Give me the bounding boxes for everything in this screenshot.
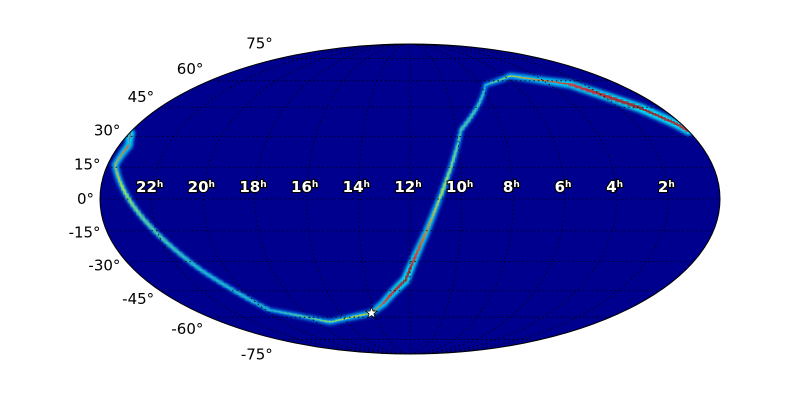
probability-ridge-segment (205, 272, 213, 278)
probability-ridge-segment (250, 299, 259, 305)
probability-ridge-segment (151, 227, 159, 235)
probability-ridge-segment (200, 269, 208, 275)
probability-ridge-segment (194, 264, 202, 271)
probability-ridge-segment (161, 237, 169, 244)
dec-tick-label: 30° (94, 121, 121, 139)
ra-tick-label: 6h (555, 178, 572, 196)
probability-ridge-segment (238, 293, 247, 299)
ra-tick-label: 14h (343, 178, 370, 196)
probability-ridge-segment (182, 255, 191, 263)
ra-tick-label: 4h (606, 178, 623, 196)
probability-ridge-segment (125, 143, 131, 149)
probability-ridge-segment (166, 241, 174, 249)
sky-background (100, 44, 720, 354)
probability-heatmap (111, 72, 693, 325)
probability-ridge-segment (244, 296, 253, 302)
marker-group (364, 306, 379, 319)
ra-tick-label: 12h (394, 178, 421, 196)
probability-ridge-segment (176, 251, 185, 258)
ra-tick-label: 16h (291, 178, 318, 196)
ra-tick-label: 20h (188, 178, 215, 196)
dec-tick-label: -15° (69, 224, 101, 242)
ra-tick-label: 8h (503, 178, 520, 196)
probability-ridge-segment (216, 279, 224, 285)
dec-tick-label: -75° (241, 345, 273, 363)
dec-tick-label: -45° (122, 290, 154, 308)
dec-tick-label: 60° (177, 60, 204, 78)
probability-ridge-segment (210, 276, 219, 282)
dec-tick-label: 0° (77, 190, 94, 208)
ra-tick-label: 10h (446, 178, 473, 196)
dec-tick-label: 75° (246, 35, 273, 53)
ra-tick-label: 18h (239, 178, 266, 196)
ra-tick-label: 22h (136, 178, 163, 196)
ra-tick-label: 2h (658, 178, 675, 196)
probability-ridge-segment (227, 286, 235, 292)
dec-tick-label: 15° (74, 155, 101, 173)
probability-ridge-segment (262, 305, 271, 311)
ra-tick-labels: 22h 20h 18h 16h 14h 12h 10h 8h 6h 4h 2h (135, 177, 676, 197)
probability-ridge-segment (233, 289, 241, 295)
star-marker-icon (364, 306, 379, 319)
probability-ridge-segment (221, 282, 230, 289)
sky-outline (99, 43, 721, 355)
dec-tick-label: -60° (171, 320, 203, 338)
dec-tick-label: 45° (128, 88, 155, 106)
dec-tick-labels: 75° 60° 45° 30° 15° 0° -15° -30°-45° -60° -75° (69, 35, 273, 364)
probability-ridge-segment (171, 246, 179, 254)
meridian-line (151, 44, 411, 354)
dec-tick-label: -30° (88, 257, 120, 275)
meridian-line (202, 44, 411, 354)
